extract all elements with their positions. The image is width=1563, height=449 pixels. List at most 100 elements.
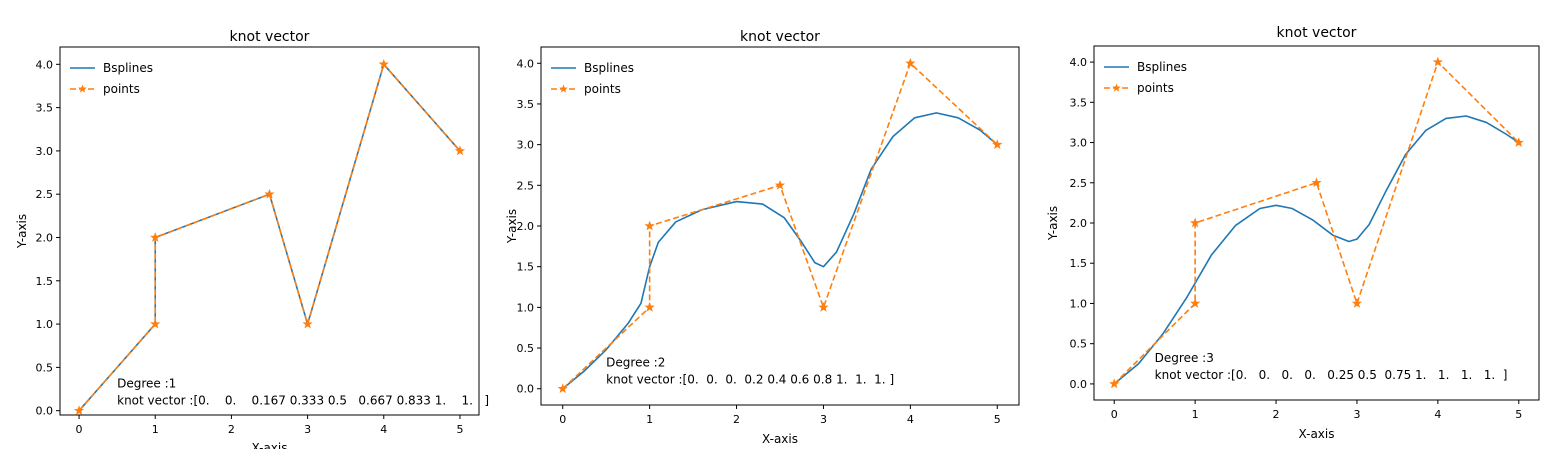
y-tick-label: 3.5 bbox=[1070, 96, 1088, 109]
y-tick-label: 1.5 bbox=[36, 275, 54, 288]
y-tick-label: 2.0 bbox=[36, 231, 54, 244]
y-tick-label: 0.0 bbox=[1070, 378, 1088, 391]
y-tick-label: 4.0 bbox=[517, 57, 535, 70]
x-tick-label: 0 bbox=[1111, 408, 1118, 421]
chart-1: knot vector 0 1 2 3 4 5 0.0 0.5 1.0 1.5 2.0 2.5 3.0 3.… bbox=[15, 29, 489, 449]
chart-title: knot vector bbox=[230, 29, 310, 45]
point-marker bbox=[774, 179, 786, 190]
y-tick-label: 0.0 bbox=[36, 405, 54, 418]
knot-vector-annotation: knot vector :[0. 0. 0.167 0.333 0.5 0.66… bbox=[117, 393, 489, 407]
legend-label: Bsplines bbox=[103, 61, 153, 75]
y-tick-label: 1.5 bbox=[517, 261, 535, 274]
legend-label: Bsplines bbox=[1137, 60, 1187, 74]
point-marker bbox=[378, 58, 389, 69]
x-tick-label: 2 bbox=[1273, 408, 1280, 421]
knot-vector-annotation: knot vector :[0. 0. 0. 0.2 0.4 0.6 0.8 1… bbox=[606, 372, 894, 386]
plot-area bbox=[562, 62, 998, 390]
y-tick-label: 3.0 bbox=[1070, 137, 1088, 150]
point-marker bbox=[150, 232, 161, 242]
point-marker bbox=[73, 405, 85, 415]
x-tick-label: 2 bbox=[228, 423, 235, 436]
x-tick-label: 4 bbox=[1434, 408, 1441, 421]
x-tick-label: 5 bbox=[456, 423, 463, 436]
y-tick-label: 1.0 bbox=[1070, 297, 1088, 310]
legend-label: Bsplines bbox=[584, 61, 634, 75]
series-line-bsplines bbox=[562, 112, 998, 390]
point-marker bbox=[1432, 56, 1443, 67]
legend-label: points bbox=[1137, 81, 1174, 95]
y-tick-label: 1.0 bbox=[517, 301, 535, 314]
point-marker bbox=[150, 318, 161, 329]
x-tick-label: 1 bbox=[1192, 408, 1199, 421]
plot-area bbox=[78, 63, 461, 412]
point-marker bbox=[1351, 298, 1363, 308]
y-tick-label: 2.0 bbox=[1070, 217, 1088, 230]
point-marker bbox=[557, 383, 568, 394]
point-marker bbox=[264, 188, 275, 199]
series-line-bsplines bbox=[1113, 115, 1520, 385]
x-tick-label: 3 bbox=[1353, 408, 1360, 421]
series-line-points bbox=[78, 63, 461, 412]
y-tick-label: 4.0 bbox=[1070, 56, 1088, 69]
chart-title: knot vector bbox=[1277, 25, 1357, 41]
x-tick-label: 0 bbox=[559, 413, 566, 426]
x-tick-label: 2 bbox=[733, 413, 740, 426]
series-line-bsplines bbox=[78, 63, 461, 412]
knot-vector-annotation: knot vector :[0. 0. 0. 0. 0.25 0.5 0.75 … bbox=[1155, 368, 1508, 382]
point-marker bbox=[454, 145, 466, 156]
y-tick-label: 1.0 bbox=[36, 318, 54, 331]
x-tick-label: 0 bbox=[76, 423, 83, 436]
degree-annotation: Degree :2 bbox=[606, 355, 665, 369]
point-marker bbox=[905, 57, 916, 68]
x-tick-label: 5 bbox=[1515, 408, 1522, 421]
x-tick-label: 3 bbox=[820, 413, 827, 426]
y-tick-label: 3.5 bbox=[36, 102, 54, 115]
chart-2: knot vector 0 1 2 3 4 5 0.0 0.5 1.0 1.5 2.0 2.5 3.0 3.… bbox=[505, 29, 1020, 446]
plot-area bbox=[1113, 61, 1520, 385]
y-tick-label: 2.0 bbox=[517, 220, 535, 233]
y-axis-label: Y-axis bbox=[15, 214, 29, 249]
legend-marker bbox=[78, 84, 87, 93]
y-tick-label: 2.5 bbox=[1070, 177, 1088, 190]
y-tick-label: 2.5 bbox=[517, 179, 535, 192]
legend-marker bbox=[1112, 83, 1121, 92]
point-marker bbox=[644, 220, 655, 231]
y-tick-label: 3.0 bbox=[517, 139, 535, 152]
point-marker bbox=[644, 302, 655, 312]
degree-annotation: Degree :1 bbox=[117, 376, 176, 390]
chart-3: knot vector 0 1 2 3 4 5 0.0 0.5 1.0 1.5 2.0 2.5 3.0 3.… bbox=[1046, 25, 1540, 441]
x-tick-label: 5 bbox=[994, 413, 1001, 426]
legend-marker bbox=[559, 84, 568, 93]
plot-frame bbox=[540, 46, 1020, 406]
y-tick-label: 0.0 bbox=[517, 383, 535, 396]
point-marker bbox=[1190, 217, 1201, 228]
chart-title: knot vector bbox=[740, 29, 820, 45]
x-tick-label: 1 bbox=[646, 413, 653, 426]
x-axis-label: X-axis bbox=[252, 441, 288, 449]
point-marker bbox=[1513, 137, 1524, 147]
y-tick-label: 0.5 bbox=[36, 361, 54, 374]
y-tick-label: 3.0 bbox=[36, 145, 54, 158]
y-tick-label: 0.5 bbox=[517, 342, 535, 355]
point-marker bbox=[1190, 298, 1201, 308]
x-axis-label: X-axis bbox=[762, 432, 798, 446]
point-marker bbox=[1311, 177, 1322, 188]
y-axis-label: Y-axis bbox=[1046, 206, 1060, 241]
y-axis-label: Y-axis bbox=[505, 209, 519, 244]
series-line-points bbox=[562, 62, 998, 390]
y-tick-label: 3.5 bbox=[517, 98, 535, 111]
point-marker bbox=[1109, 378, 1120, 389]
x-tick-label: 4 bbox=[380, 423, 387, 436]
point-marker bbox=[818, 302, 829, 312]
y-tick-label: 0.5 bbox=[1070, 338, 1088, 351]
point-marker bbox=[992, 139, 1003, 149]
point-marker bbox=[302, 318, 313, 329]
x-axis-label: X-axis bbox=[1299, 427, 1335, 441]
x-tick-label: 1 bbox=[152, 423, 159, 436]
y-tick-label: 4.0 bbox=[36, 58, 54, 71]
y-tick-label: 1.5 bbox=[1070, 257, 1088, 270]
x-tick-label: 4 bbox=[907, 413, 914, 426]
x-tick-label: 3 bbox=[304, 423, 311, 436]
plot-frame bbox=[59, 46, 480, 416]
